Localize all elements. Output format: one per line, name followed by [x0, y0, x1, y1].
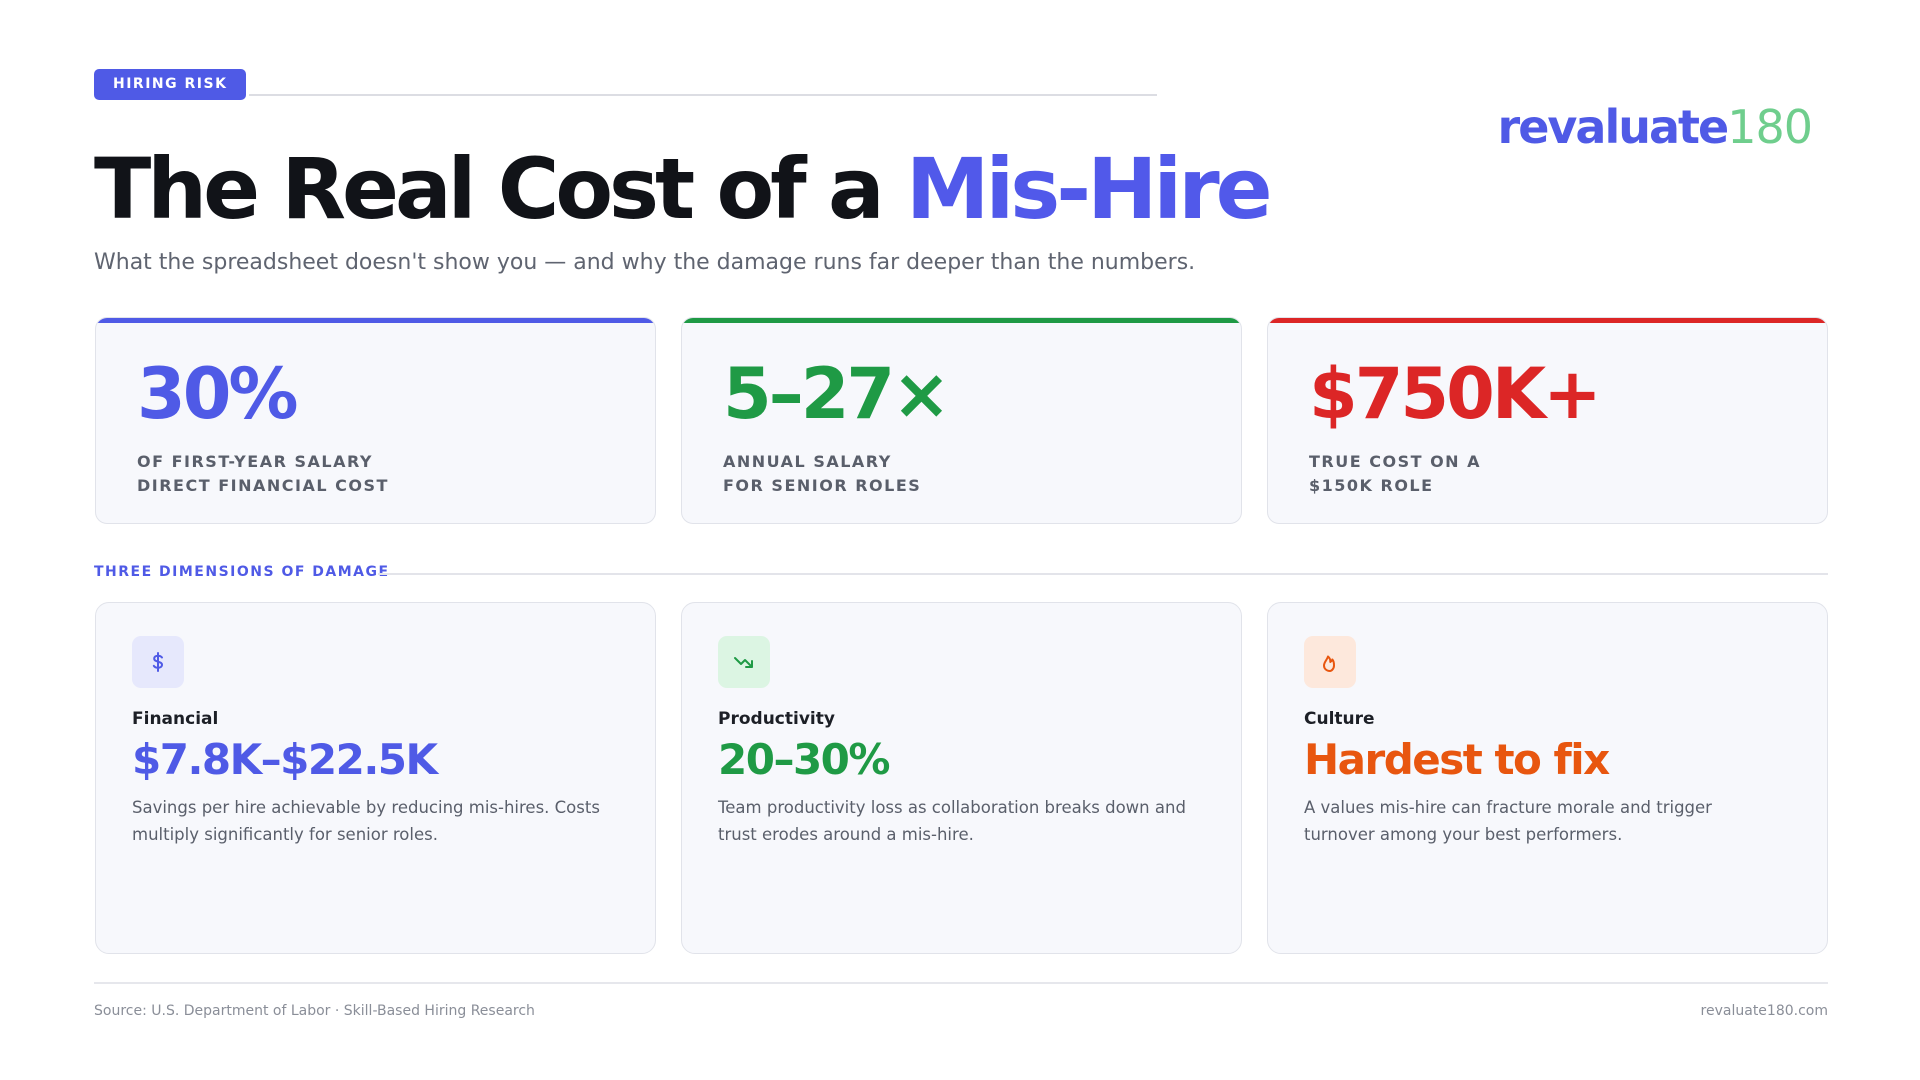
dimension-name: Culture — [1304, 709, 1375, 729]
dimension-value: Hardest to fix — [1304, 735, 1610, 784]
flame-icon — [1323, 655, 1335, 672]
logo-text: revaluate — [1497, 100, 1730, 154]
subtitle: What the spreadsheet doesn't show you — … — [94, 250, 1196, 275]
stat-card: 5–27× ANNUAL SALARY FOR SENIOR ROLES — [681, 317, 1242, 524]
site-url: revaluate180.com — [1700, 1003, 1828, 1019]
divider — [249, 94, 1157, 96]
dimension-description: Team productivity loss as collaboration … — [718, 798, 1186, 844]
label-line: $150K ROLE — [1309, 476, 1434, 495]
dimension-value: $7.8K–$22.5K — [132, 735, 438, 784]
stat-card: 30% OF FIRST-YEAR SALARY DIRECT FINANCIAL… — [95, 317, 656, 524]
trend-down-icon — [734, 657, 753, 668]
label-line: OF FIRST-YEAR SALARY — [137, 452, 373, 471]
divider — [94, 982, 1828, 984]
icon — [132, 636, 184, 688]
dimension-description: Savings per hire achievable by reducing … — [132, 798, 600, 844]
label-line: TRUE COST ON A — [1309, 452, 1482, 471]
title-text: The Real Cost of a — [94, 140, 885, 238]
label-line: FOR SENIOR ROLES — [723, 476, 922, 495]
dollar-icon — [152, 652, 164, 672]
source: Source: U.S. Department of Labor · Skill… — [94, 1003, 535, 1019]
icon — [718, 636, 770, 688]
dimension-card: Financial $7.8K–$22.5K Savings per hire … — [95, 602, 656, 954]
dimension-description: A values mis-hire can fracture morale an… — [1304, 798, 1712, 844]
divider — [378, 573, 1828, 575]
label-line: DIRECT FINANCIAL COST — [137, 476, 389, 495]
title-highlight: Mis-Hire — [905, 140, 1273, 238]
stat-value: $750K+ — [1309, 353, 1602, 435]
section-label: THREE DIMENSIONS OF DAMAGE — [94, 564, 390, 580]
dimension-name: Productivity — [718, 709, 835, 729]
label-line: ANNUAL SALARY — [723, 452, 892, 471]
stat-value: 30% — [137, 353, 299, 435]
icon — [1304, 636, 1356, 688]
stat-label: ANNUAL SALARY FOR SENIOR ROLES — [723, 450, 1241, 498]
title: The Real Cost of a Mis-Hire — [94, 140, 1273, 238]
stat-label: TRUE COST ON A $150K ROLE — [1309, 450, 1827, 498]
dimension-value: 20–30% — [718, 735, 890, 784]
stat-value: 5–27× — [723, 353, 951, 435]
dimension-card: Productivity 20–30% Team productivity lo… — [681, 602, 1242, 954]
stat-card: $750K+ TRUE COST ON A $150K ROLE — [1267, 317, 1828, 524]
stat-label: OF FIRST-YEAR SALARY DIRECT FINANCIAL COS… — [137, 450, 655, 498]
dimension-name: Financial — [132, 709, 219, 729]
logo-suffix: 180 — [1727, 100, 1813, 154]
dimension-card: Culture Hardest to fix A values mis-hire… — [1267, 602, 1828, 954]
tag: HIRING RISK — [94, 69, 247, 100]
logo: revaluate180 — [1497, 100, 1813, 154]
